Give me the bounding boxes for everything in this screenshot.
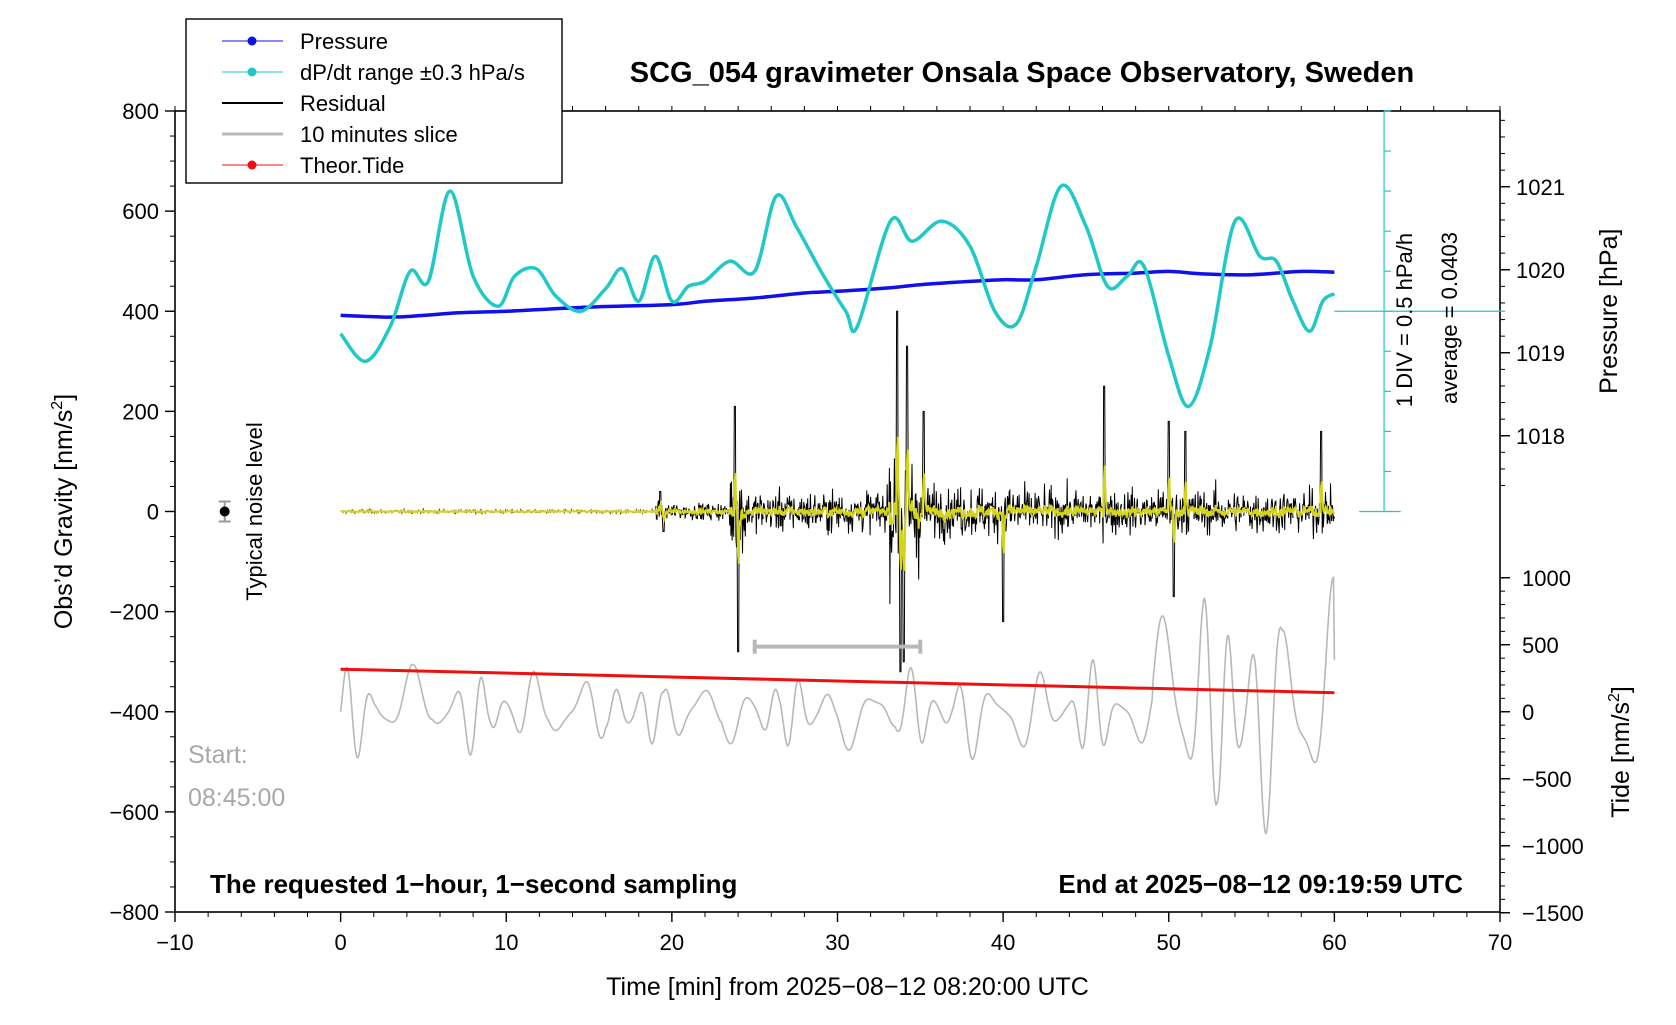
x-tick-label: 40 — [991, 930, 1015, 955]
noise-level-point — [219, 506, 230, 517]
series-line-1 — [339, 183, 1336, 409]
tide-tick-label: −1000 — [1522, 834, 1584, 859]
tide-tick-label: −1500 — [1522, 901, 1584, 926]
x-tick-label: −10 — [156, 930, 193, 955]
y-tick-label: 400 — [122, 299, 159, 324]
y-tick-label: −600 — [109, 800, 159, 825]
x-axis-title: Time [min] from 2025−08−12 08:20:00 UTC — [606, 973, 1089, 1001]
residual-trace — [340, 310, 1336, 673]
tide-tick-label: 0 — [1522, 700, 1534, 725]
dpdt-average-label: average = 0.0403 — [1437, 232, 1462, 404]
tide-tick-label: −500 — [1522, 767, 1572, 792]
legend-marker-0 — [247, 36, 257, 46]
x-tick-label: 70 — [1488, 930, 1512, 955]
filtered-line — [340, 436, 1336, 571]
slice-line — [339, 575, 1336, 835]
legend-label-2: Residual — [300, 91, 386, 116]
annotations: SCG_054 gravimeter Onsala Space Observat… — [188, 57, 1463, 899]
tide-axis-title: Tide [nm/s2] — [1606, 686, 1635, 818]
y-tick-label: −200 — [109, 600, 159, 625]
legend-label-0: Pressure — [300, 29, 388, 54]
slice-trace — [339, 575, 1336, 835]
y-axis-title: Obs’d Gravity [nm/s2] — [49, 394, 78, 629]
tide-axis-title-sup: 2 — [1606, 693, 1623, 702]
legend-marker-4 — [247, 160, 257, 170]
pressure-tick-label: 1019 — [1516, 341, 1565, 366]
y-tick-label: −800 — [109, 900, 159, 925]
y-tick-label: −400 — [109, 700, 159, 725]
dpdt-axis — [1334, 110, 1505, 513]
legend: Pressure dP/dt range ±0.3 hPa/s Residual 10… — [185, 18, 563, 184]
chart-title: SCG_054 gravimeter Onsala Space Observat… — [630, 57, 1414, 89]
y-tick-label: 200 — [122, 399, 159, 424]
start-time: 08:45:00 — [188, 784, 285, 812]
legend-label-4: Theor.Tide — [300, 153, 404, 178]
x-tick-label: 0 — [335, 930, 347, 955]
footer-left: The requested 1−hour, 1−second sampling — [210, 869, 737, 899]
y-tick-label: 800 — [122, 99, 159, 124]
tide-axis-title-end: ] — [1607, 686, 1635, 693]
pressure-tick-label: 1021 — [1516, 175, 1565, 200]
pressure-axis-title: Pressure [hPa] — [1595, 229, 1623, 394]
y-tick-label: 600 — [122, 199, 159, 224]
footer-right: End at 2025−08−12 09:19:59 UTC — [1058, 869, 1463, 899]
dpdt-div-label: 1 DIV = 0.5 hPa/h — [1392, 233, 1417, 407]
tide-axis-title-main: Tide [nm/s — [1607, 702, 1635, 818]
y-tick-label: 0 — [147, 500, 159, 525]
series-line-2 — [340, 667, 1335, 695]
y-axis-title-main: Obs’d Gravity [nm/s — [50, 410, 78, 630]
legend-box — [185, 18, 563, 184]
x-tick-label: 50 — [1157, 930, 1181, 955]
pressure-tick-label: 1020 — [1516, 258, 1565, 283]
tide-tick-label: 1000 — [1522, 566, 1571, 591]
start-label: Start: — [188, 741, 248, 769]
x-tick-label: 10 — [494, 930, 518, 955]
pressure-tick-label: 1018 — [1516, 424, 1565, 449]
x-tick-label: 20 — [660, 930, 684, 955]
data-series — [339, 183, 1336, 695]
x-tick-label: 60 — [1322, 930, 1346, 955]
tide-tick-label: 500 — [1522, 633, 1559, 658]
noise-label: Typical noise level — [242, 422, 267, 601]
y-axis-title-sup: 2 — [49, 401, 66, 410]
legend-label-3: 10 minutes slice — [300, 122, 458, 147]
legend-label-1: dP/dt range ±0.3 hPa/s — [300, 60, 525, 85]
axes: −10 0 10 20 30 40 50 60 708006004002000−200−400−… — [49, 99, 1635, 1001]
legend-marker-1 — [247, 67, 257, 77]
x-tick-label: 30 — [825, 930, 849, 955]
y-axis-title-end: ] — [50, 394, 78, 401]
series-line-0 — [340, 269, 1335, 319]
